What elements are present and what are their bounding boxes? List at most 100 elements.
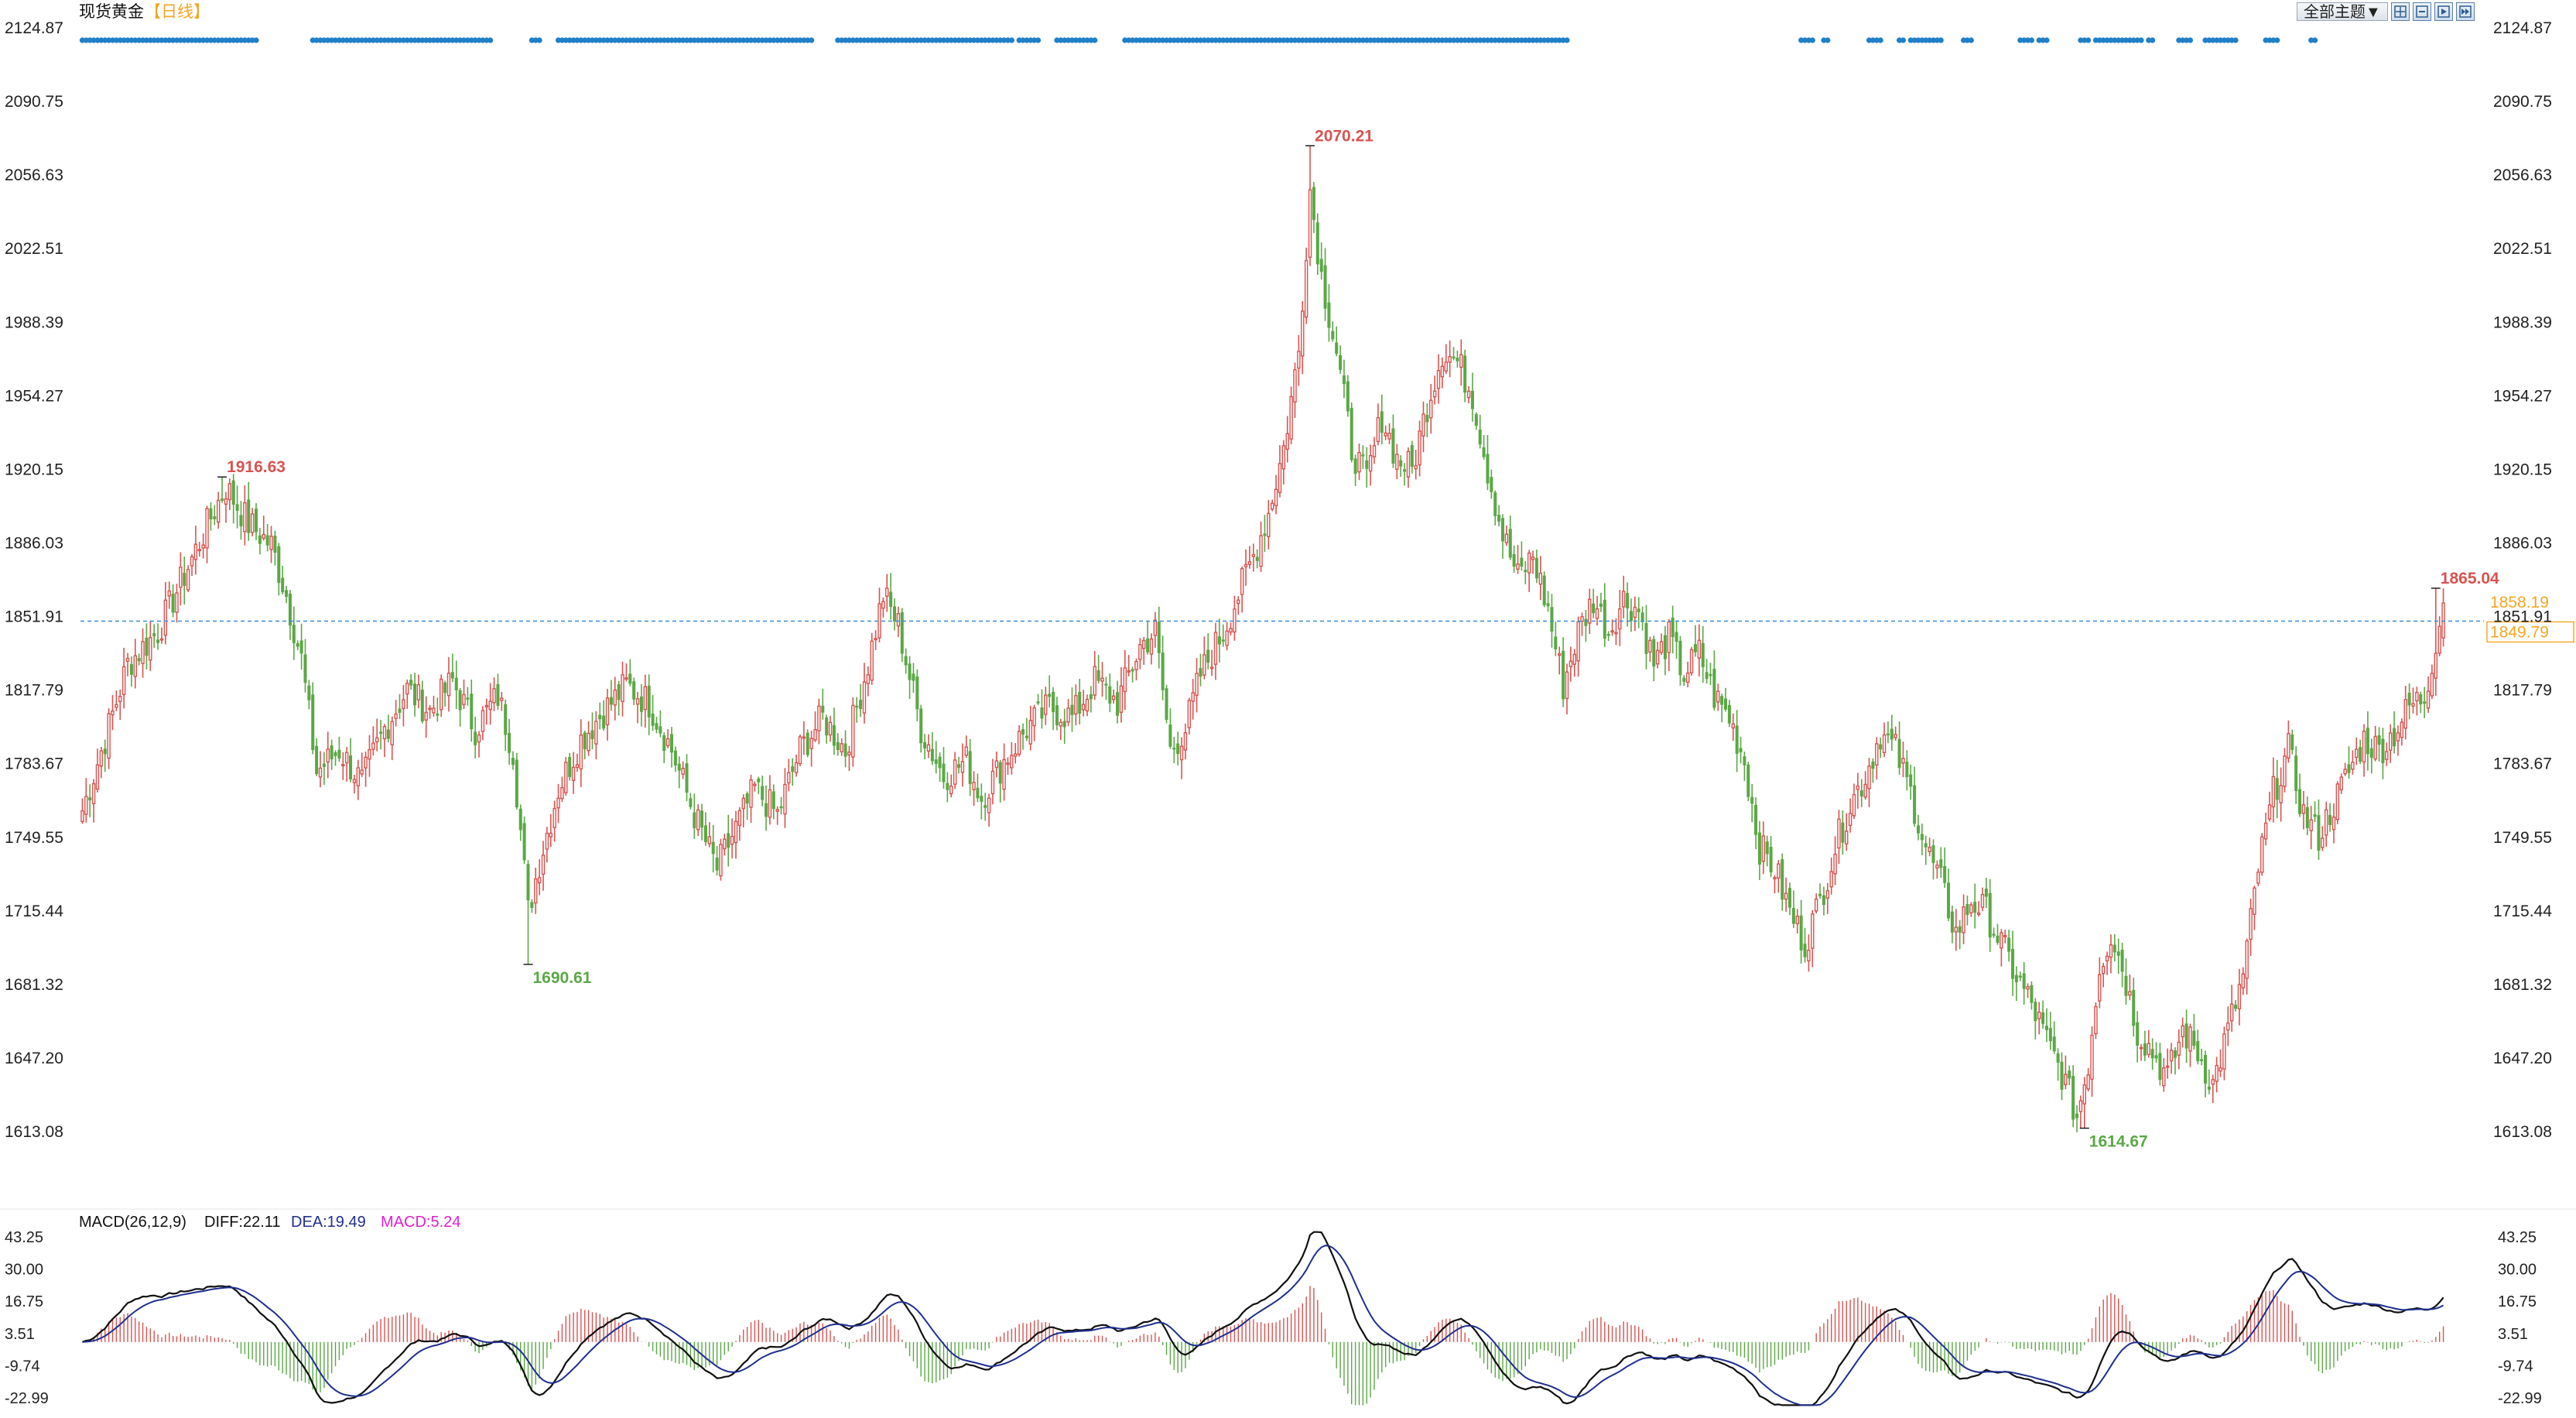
candle[interactable] [1720,694,1724,723]
candle[interactable] [1626,582,1630,627]
candle[interactable] [1134,658,1138,680]
candle[interactable] [1592,588,1596,618]
candle[interactable] [673,746,677,772]
candle[interactable] [1021,723,1025,750]
candle[interactable] [1822,886,1825,916]
candle[interactable] [152,624,156,649]
candle[interactable] [734,810,738,859]
candle[interactable] [1070,687,1074,732]
candle[interactable] [1750,783,1754,823]
candle[interactable] [2018,971,2022,981]
candle[interactable] [1727,700,1731,728]
candle[interactable] [167,581,171,609]
candle[interactable] [1209,649,1214,676]
candle[interactable] [1486,435,1490,491]
candle[interactable] [659,710,662,738]
candle[interactable] [2441,587,2445,647]
candle[interactable] [382,724,387,758]
candle[interactable] [2328,803,2332,832]
candle[interactable] [768,775,772,825]
candle[interactable] [216,492,221,529]
candle[interactable] [103,739,107,772]
candle[interactable] [2192,1013,2196,1050]
candle[interactable] [1251,543,1256,572]
candle[interactable] [368,735,371,777]
candle[interactable] [179,552,183,606]
candle[interactable] [1973,883,1977,929]
candle[interactable] [2331,803,2336,844]
candle[interactable] [2385,742,2389,766]
candle[interactable] [1950,906,1954,944]
candle[interactable] [862,663,867,724]
candle[interactable] [1448,341,1452,378]
candle[interactable] [1078,679,1082,724]
candle[interactable] [1947,868,1951,921]
candle[interactable] [1818,883,1822,899]
candle[interactable] [655,717,659,734]
candle[interactable] [1988,879,1992,952]
candle[interactable] [602,700,606,731]
candle[interactable] [213,505,217,526]
candle[interactable] [1440,357,1445,389]
candle[interactable] [1384,425,1387,440]
candle[interactable] [1739,736,1743,764]
candle[interactable] [2071,1065,2075,1128]
candle[interactable] [269,526,273,563]
candle[interactable] [938,752,942,783]
candle[interactable] [1890,714,1894,751]
candle[interactable] [771,784,775,820]
candle[interactable] [1841,810,1845,855]
candle[interactable] [1599,592,1603,612]
candle[interactable] [2343,762,2347,776]
candle[interactable] [628,659,632,687]
candle[interactable] [980,783,984,820]
candle[interactable] [1123,649,1127,711]
candle[interactable] [1304,247,1309,324]
candle[interactable] [809,730,813,767]
candle[interactable] [2419,691,2423,714]
event-dot[interactable] [1035,37,1042,43]
candle[interactable] [2158,1043,2162,1086]
candle[interactable] [976,773,980,803]
candle[interactable] [500,691,504,711]
candle[interactable] [2245,938,2249,995]
event-dot[interactable] [253,37,259,43]
candle[interactable] [258,527,262,555]
candle[interactable] [511,751,515,770]
candle[interactable] [2426,676,2431,714]
candle[interactable] [197,542,201,557]
candle[interactable] [2317,799,2321,860]
event-dot[interactable] [1938,37,1944,43]
candle[interactable] [665,729,670,748]
candle[interactable] [1168,708,1172,749]
candle[interactable] [1459,339,1463,386]
candle[interactable] [352,774,357,794]
candle[interactable] [1773,875,1777,894]
candle[interactable] [934,741,938,774]
candle[interactable] [420,680,424,724]
event-dot[interactable] [1564,37,1570,43]
candle[interactable] [915,669,919,721]
candle[interactable] [847,745,851,772]
candle[interactable] [870,632,874,685]
candle[interactable] [1274,474,1278,515]
candle[interactable] [1743,752,1746,781]
candle[interactable] [571,752,576,794]
candle[interactable] [1629,598,1633,632]
candle[interactable] [508,718,511,766]
candle[interactable] [1270,499,1274,512]
candle[interactable] [159,627,164,644]
candle[interactable] [1980,887,1985,912]
candle[interactable] [1146,621,1150,655]
candle[interactable] [1659,633,1664,656]
candle[interactable] [394,700,398,727]
candle[interactable] [1701,625,1705,683]
candle[interactable] [171,584,175,618]
candle[interactable] [1909,764,1913,800]
candle[interactable] [1724,687,1728,712]
candle[interactable] [949,774,953,798]
candle[interactable] [2014,966,2018,1002]
candle[interactable] [2298,773,2302,817]
zoom-out-icon[interactable] [2412,2,2431,21]
candle[interactable] [2347,746,2351,779]
